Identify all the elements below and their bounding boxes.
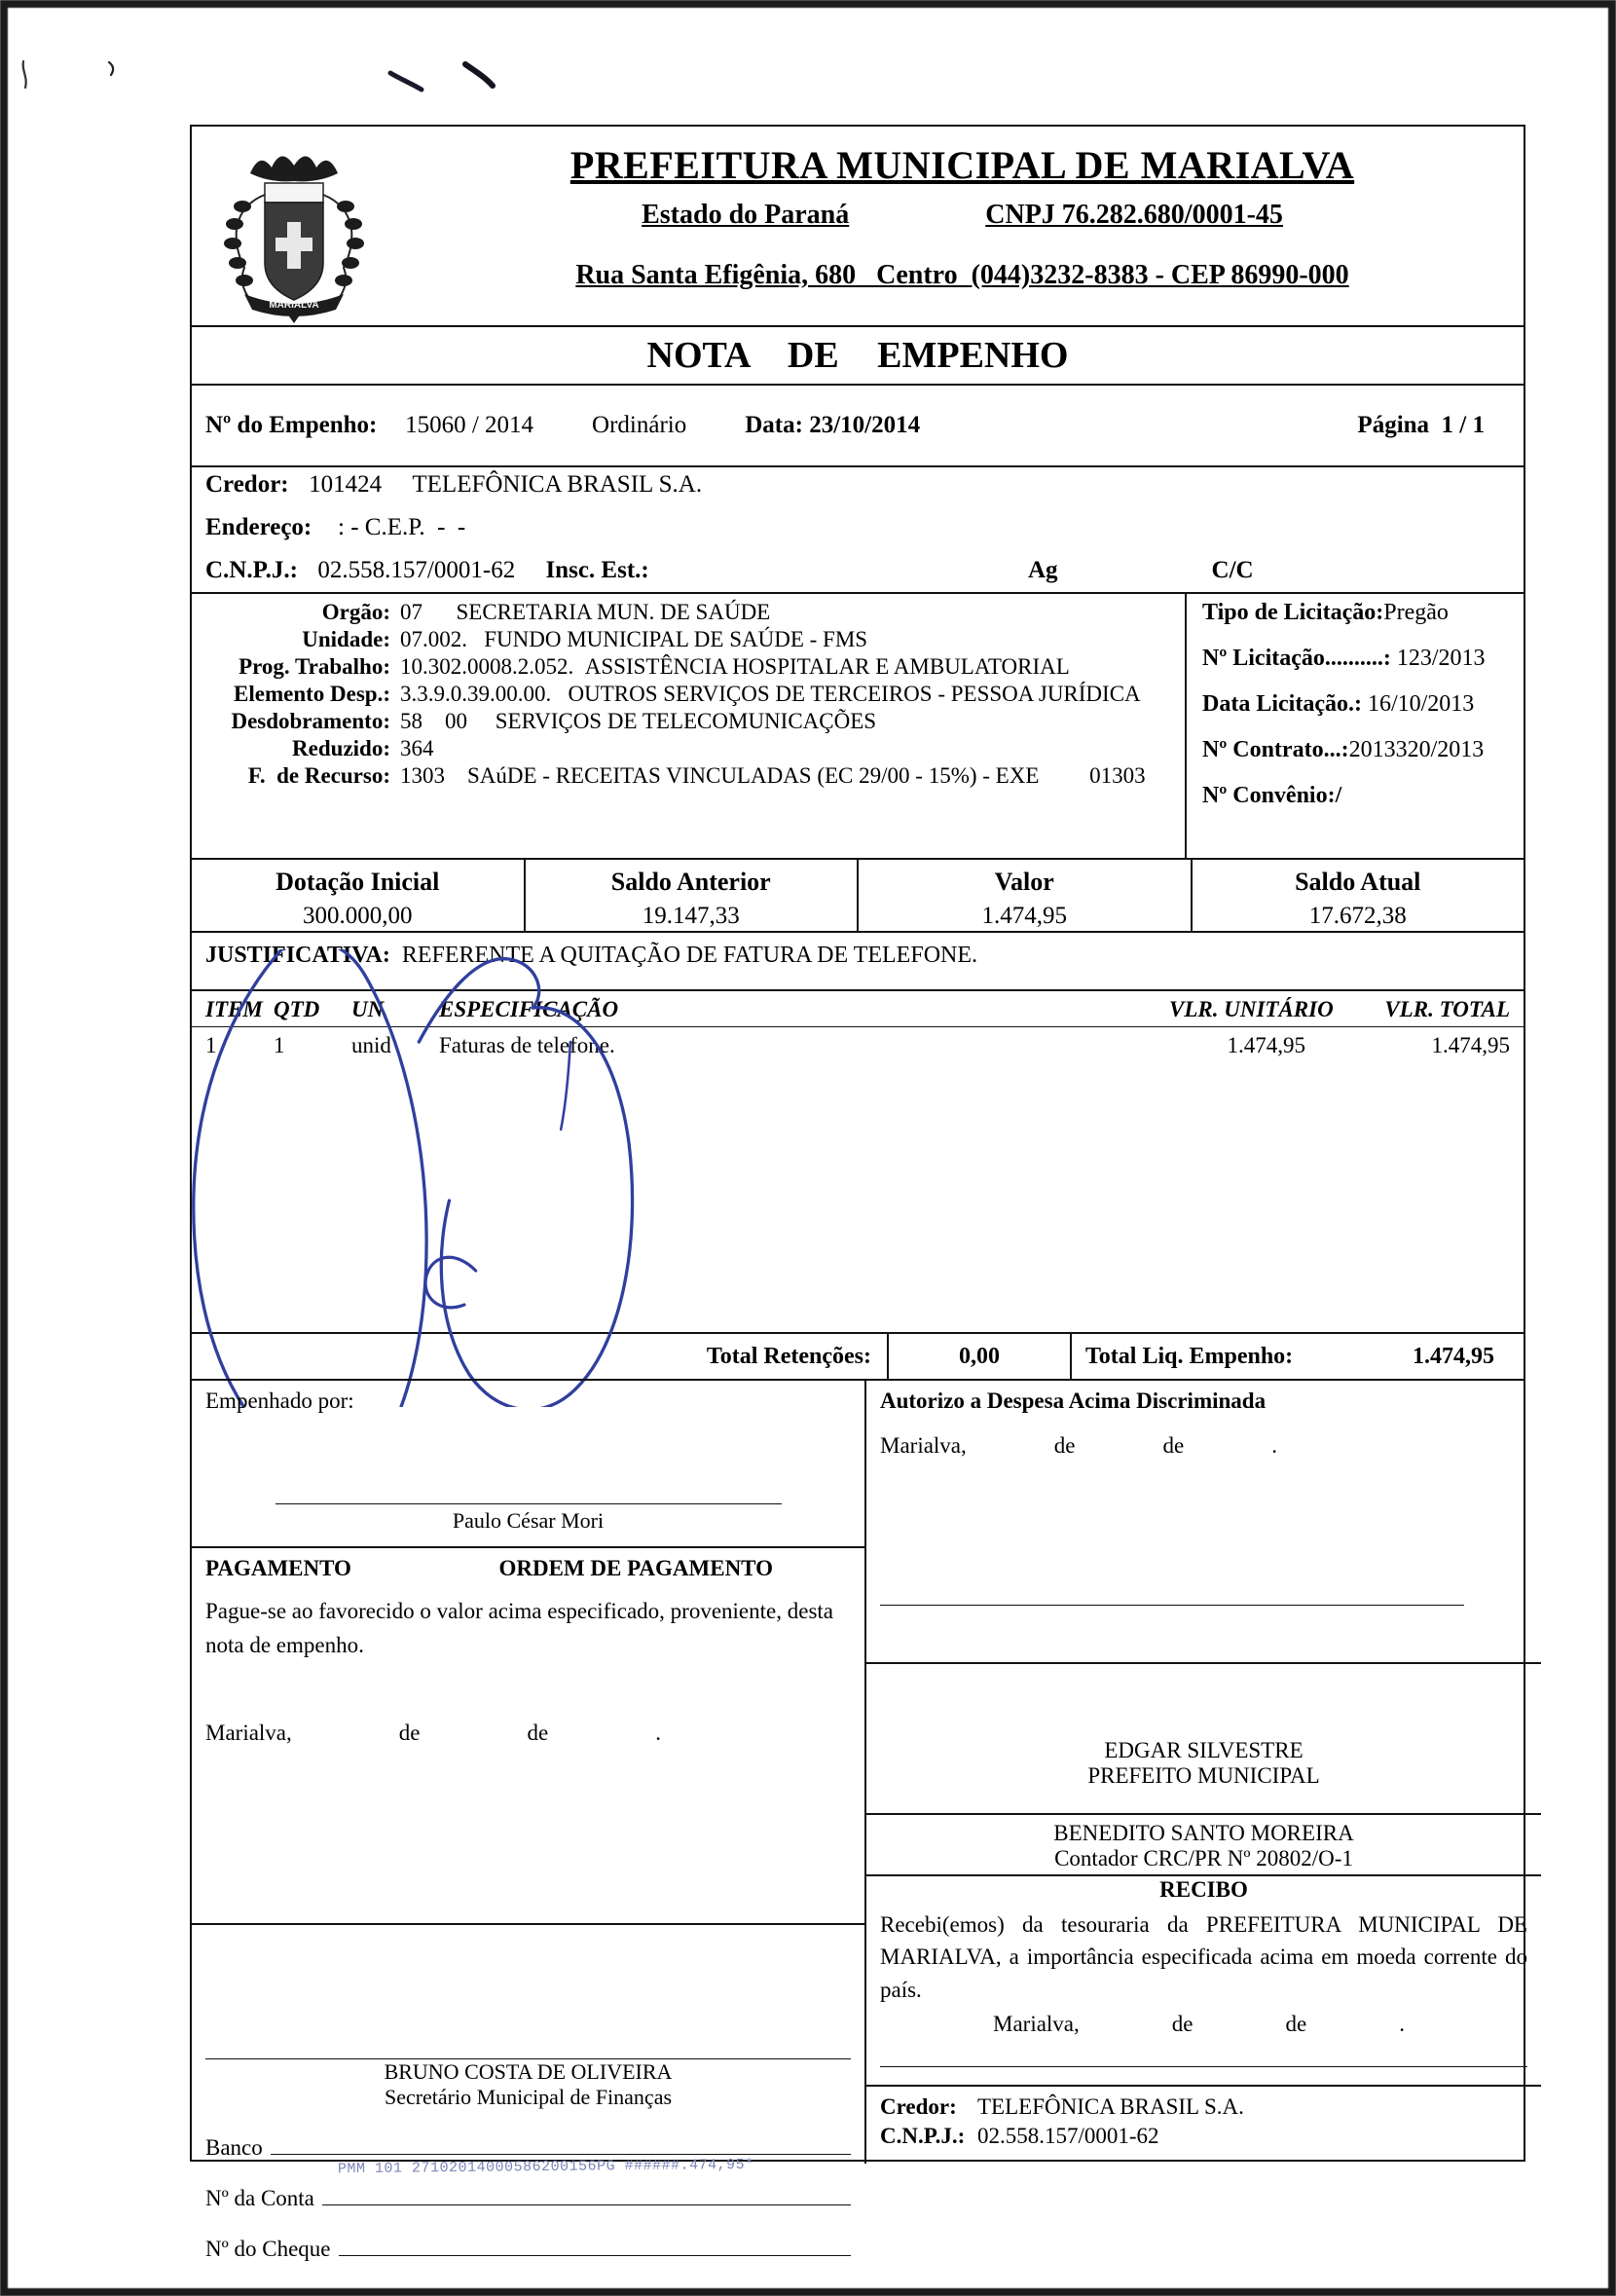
svg-text:MARIALVA: MARIALVA: [269, 300, 318, 311]
